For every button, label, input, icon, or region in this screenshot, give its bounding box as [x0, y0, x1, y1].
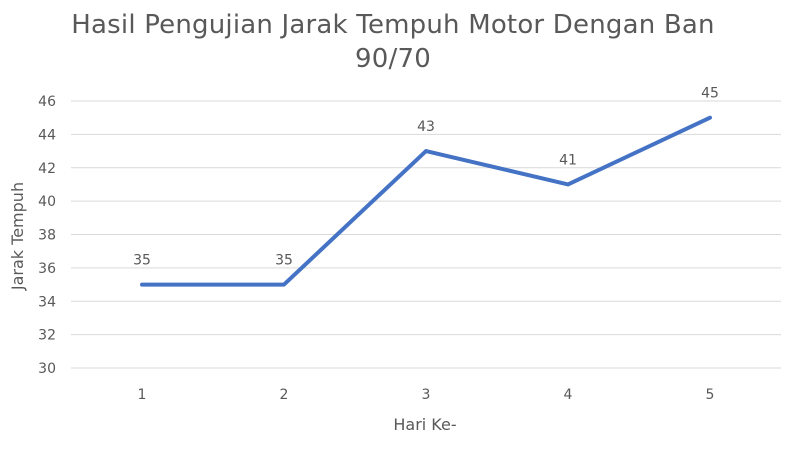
y-tick-labels: 30 32 34 36 38 40 42 44 46 [38, 94, 56, 377]
data-label: 41 [559, 152, 577, 168]
data-label: 45 [701, 86, 719, 102]
y-tick-label: 40 [38, 194, 56, 210]
chart-title-line-2: 90/70 [355, 44, 431, 74]
series-line [140, 115, 712, 287]
y-tick-label: 42 [38, 161, 56, 177]
y-axis-label: Jarak Tempuh [8, 182, 27, 291]
y-tick-label: 44 [38, 127, 56, 143]
x-tick-label: 2 [280, 387, 289, 403]
data-label: 35 [275, 253, 293, 269]
chart-title-line-1: Hasil Pengujian Jarak Tempuh Motor Denga… [71, 10, 715, 40]
data-labels: 35 35 43 41 45 [133, 86, 719, 269]
x-tick-label: 5 [706, 387, 715, 403]
x-axis-label: Hari Ke- [393, 415, 456, 434]
data-label: 43 [417, 119, 435, 135]
y-tick-label: 36 [38, 261, 56, 277]
y-tick-label: 30 [38, 361, 56, 377]
y-tick-label: 46 [38, 94, 56, 110]
x-tick-label: 1 [138, 387, 147, 403]
series-layer [140, 115, 712, 287]
x-tick-label: 3 [422, 387, 431, 403]
y-tick-label: 34 [38, 294, 56, 310]
gridlines [71, 100, 781, 369]
y-tick-label: 32 [38, 328, 56, 344]
x-tick-label: 4 [564, 387, 573, 403]
y-tick-label: 38 [38, 228, 56, 244]
x-tick-labels: 1 2 3 4 5 [138, 387, 715, 403]
data-label: 35 [133, 253, 151, 269]
